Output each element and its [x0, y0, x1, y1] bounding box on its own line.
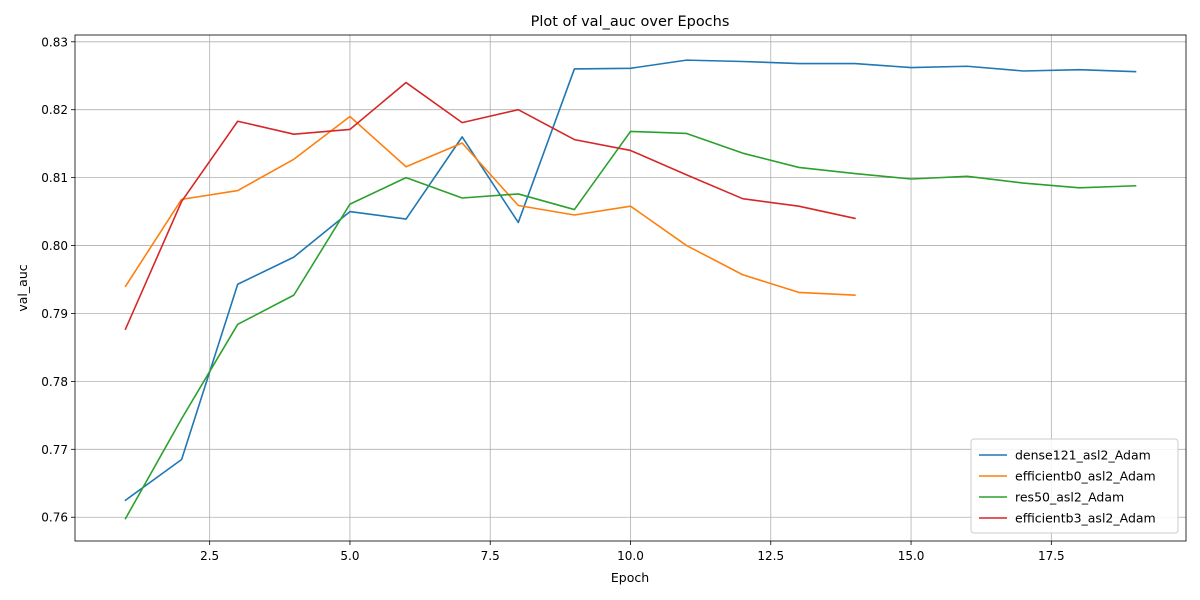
legend-entry: dense121_asl2_Adam: [1015, 448, 1151, 463]
x-tick-label: 12.5: [757, 549, 784, 563]
y-axis-label: val_auc: [15, 264, 30, 311]
y-tick-label: 0.81: [41, 171, 68, 185]
legend-entry: efficientb3_asl2_Adam: [1015, 511, 1156, 526]
y-tick-label: 0.79: [41, 307, 68, 321]
legend-box: [970, 438, 1179, 534]
series-line-dense121_asl2_Adam: [124, 59, 1137, 502]
y-axis-ticks: 0.76 0.77 0.78 0.79 0.80 0.81 0.82 0.83: [41, 35, 75, 525]
x-tick-label: 17.5: [1038, 549, 1065, 563]
legend-entry: efficientb0_asl2_Adam: [1015, 469, 1156, 484]
legend-entry: res50_asl2_Adam: [1015, 490, 1124, 505]
legend: dense121_asl2_Adam efficientb0_asl2_Adamr…: [970, 438, 1179, 534]
x-tick-label: 5.0: [340, 549, 359, 563]
y-tick-label: 0.76: [41, 511, 68, 525]
x-tick-label: 7.5: [481, 549, 500, 563]
x-tick-label: 2.5: [200, 549, 219, 563]
series-line-efficientb3_asl2_Adam: [124, 81, 856, 331]
y-tick-label: 0.80: [41, 239, 68, 253]
x-axis-label: Epoch: [611, 570, 649, 585]
y-tick-label: 0.77: [41, 443, 68, 457]
y-tick-label: 0.78: [41, 375, 68, 389]
x-axis-ticks: 2.5 5.0 7.5 10.0 12.5 15.0 17.5: [200, 541, 1065, 563]
x-tick-label: 10.0: [617, 549, 644, 563]
series-line-efficientb0_asl2_Adam: [124, 115, 856, 296]
y-tick-label: 0.82: [41, 103, 68, 117]
chart-title: Plot of val_auc over Epochs: [531, 14, 730, 30]
x-tick-label: 15.0: [898, 549, 925, 563]
y-tick-label: 0.83: [41, 35, 68, 49]
series-lines: [124, 59, 1137, 520]
gridlines: [75, 35, 1186, 541]
series-line-res50_asl2_Adam: [124, 130, 1137, 520]
